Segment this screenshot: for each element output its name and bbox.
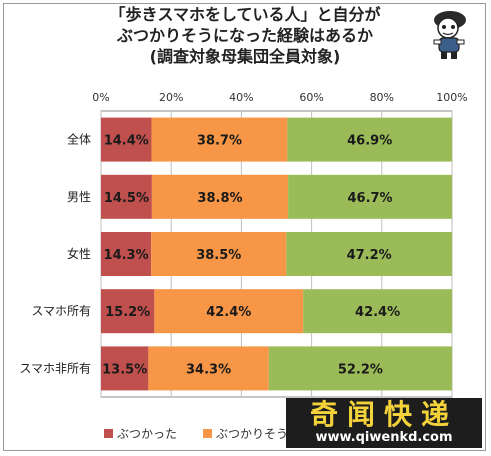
data-label: 46.9% bbox=[347, 134, 392, 149]
data-label: 14.5% bbox=[104, 191, 149, 206]
x-tick-label: 40% bbox=[229, 91, 253, 104]
legend-label-almost-collided: ぶつかりそうに bbox=[216, 427, 301, 441]
bar-segment bbox=[288, 174, 452, 219]
category-label: 全体 bbox=[67, 132, 91, 147]
data-label: 13.5% bbox=[102, 362, 147, 377]
data-label: 15.2% bbox=[105, 305, 150, 320]
legend-swatch-almost-collided bbox=[203, 429, 212, 438]
bar-segment bbox=[101, 346, 149, 391]
legend-label-collided: ぶつかった bbox=[117, 427, 178, 441]
bar-segment bbox=[101, 232, 152, 276]
bar-segment bbox=[148, 346, 269, 391]
data-label: 42.4% bbox=[355, 305, 400, 320]
bar-segment bbox=[287, 117, 452, 162]
bar-segment bbox=[151, 174, 289, 219]
category-label: 男性 bbox=[67, 190, 91, 204]
x-tick-label: 100% bbox=[436, 91, 467, 104]
watermark: 奇闻快递 www.qiwenkd.com bbox=[286, 398, 482, 448]
legend-item-almost-collided: ぶつかりそうに bbox=[203, 425, 300, 442]
bar-segment bbox=[151, 232, 287, 276]
x-tick-label: 0% bbox=[92, 91, 109, 104]
data-label: 42.4% bbox=[206, 305, 251, 320]
chart-title-line-2: ぶつかりそうになった経験はあるか bbox=[116, 26, 373, 45]
bar-segment bbox=[101, 174, 152, 219]
chart-title-line-1: 「歩きスマホをしている人」と自分が bbox=[109, 5, 381, 24]
bar-segment bbox=[154, 289, 304, 334]
data-label: 38.5% bbox=[196, 248, 241, 263]
data-label: 38.8% bbox=[197, 191, 242, 206]
bar-segment bbox=[151, 117, 288, 162]
data-label: 14.3% bbox=[104, 248, 149, 263]
chart-title-line-3: (調査対象母集団全員対象) bbox=[149, 47, 341, 66]
watermark-title: 奇闻快递 bbox=[309, 398, 458, 431]
legend-swatch-collided bbox=[104, 429, 113, 438]
x-tick-label: 80% bbox=[370, 91, 394, 104]
chart-title: 「歩きスマホをしている人」と自分が ぶつかりそうになった経験はあるか (調査対象… bbox=[80, 4, 410, 67]
bar-segment bbox=[286, 232, 452, 276]
cartoon-character-icon bbox=[433, 11, 466, 59]
category-label: 女性 bbox=[67, 246, 91, 261]
data-label: 38.7% bbox=[197, 134, 242, 149]
data-label: 47.2% bbox=[347, 248, 392, 263]
data-label: 46.7% bbox=[347, 191, 392, 206]
bar-segment bbox=[101, 117, 152, 162]
legend-item-collided: ぶつかった bbox=[104, 425, 177, 442]
data-label: 34.3% bbox=[186, 362, 231, 377]
category-label: スマホ非所有 bbox=[19, 361, 91, 375]
bar-segment bbox=[303, 289, 452, 334]
x-tick-label: 60% bbox=[299, 91, 323, 104]
bar-segment bbox=[101, 289, 155, 334]
category-label: スマホ所有 bbox=[31, 304, 91, 318]
data-label: 14.4% bbox=[104, 134, 149, 149]
bar-segment bbox=[268, 346, 452, 391]
x-tick-label: 20% bbox=[159, 91, 183, 104]
data-label: 52.2% bbox=[338, 362, 383, 377]
watermark-url: www.qiwenkd.com bbox=[315, 430, 453, 445]
